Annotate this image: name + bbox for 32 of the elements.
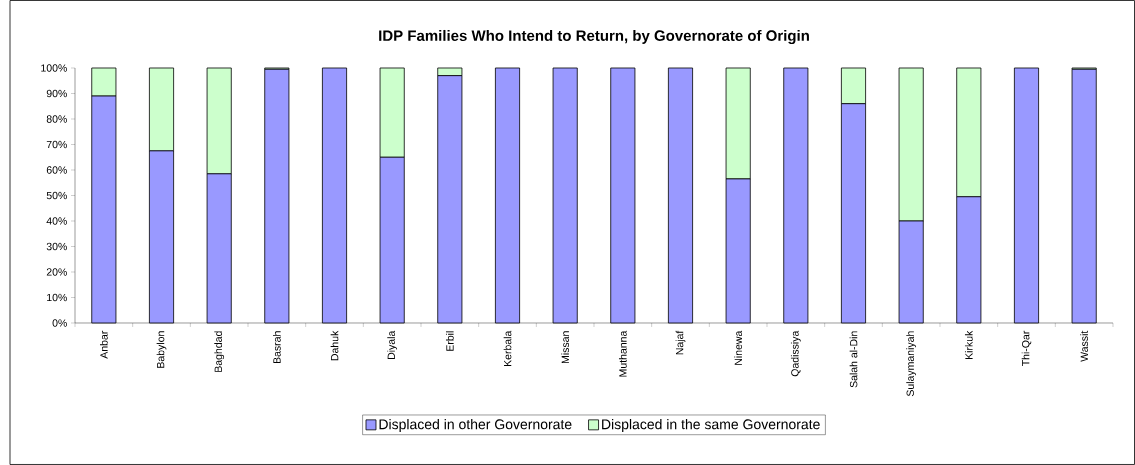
y-tick-label: 10% xyxy=(47,293,67,302)
y-tick-label: 70% xyxy=(46,140,67,149)
y-tick-label: 30% xyxy=(46,242,67,251)
y-tick-label: 80% xyxy=(46,115,67,123)
y-tick-label: 40% xyxy=(46,217,67,225)
y-tick-label: 90% xyxy=(46,89,67,98)
y-tick-label: 50% xyxy=(46,191,67,200)
x-tick-label: Wassit xyxy=(1080,330,1089,362)
chart-title: IDP Families Who Intend to Return, by Governorate of Origin xyxy=(379,29,809,45)
y-tick-label: 100% xyxy=(41,64,67,72)
x-tick-label: Ninewa xyxy=(734,330,743,365)
y-tick-label: 60% xyxy=(46,166,67,174)
x-tick-label: Basrah xyxy=(272,331,281,364)
y-tick-label: 20% xyxy=(46,268,67,276)
x-tick-label: Muthanna xyxy=(618,330,627,377)
x-tick-label: Kirkuk xyxy=(964,330,973,359)
x-tick-label: Thi-Qar xyxy=(1021,330,1032,367)
x-tick-label: Anbar xyxy=(99,330,108,359)
x-tick-label: Kerbala xyxy=(503,330,512,367)
x-tick-label: Najaf xyxy=(675,330,686,355)
x-tick-label: Dahuk xyxy=(330,330,339,361)
x-tick-label: Erbil xyxy=(445,331,454,351)
x-tick-label: Missan xyxy=(561,331,570,364)
x-tick-label: Baghdad xyxy=(214,331,225,372)
legend-label: Displaced in other Governorate xyxy=(379,418,572,433)
x-tick-label: Babylon xyxy=(156,331,167,368)
x-tick-label: Diyala xyxy=(387,330,398,359)
x-tick-label: Salah al-Din xyxy=(849,331,858,388)
x-tick-label: Sulaymaniyah xyxy=(906,331,917,397)
legend-label: Displaced in the same Governorate xyxy=(602,418,820,433)
x-tick-label: Qadissiya xyxy=(790,330,801,377)
y-tick-label: 0% xyxy=(52,319,67,327)
